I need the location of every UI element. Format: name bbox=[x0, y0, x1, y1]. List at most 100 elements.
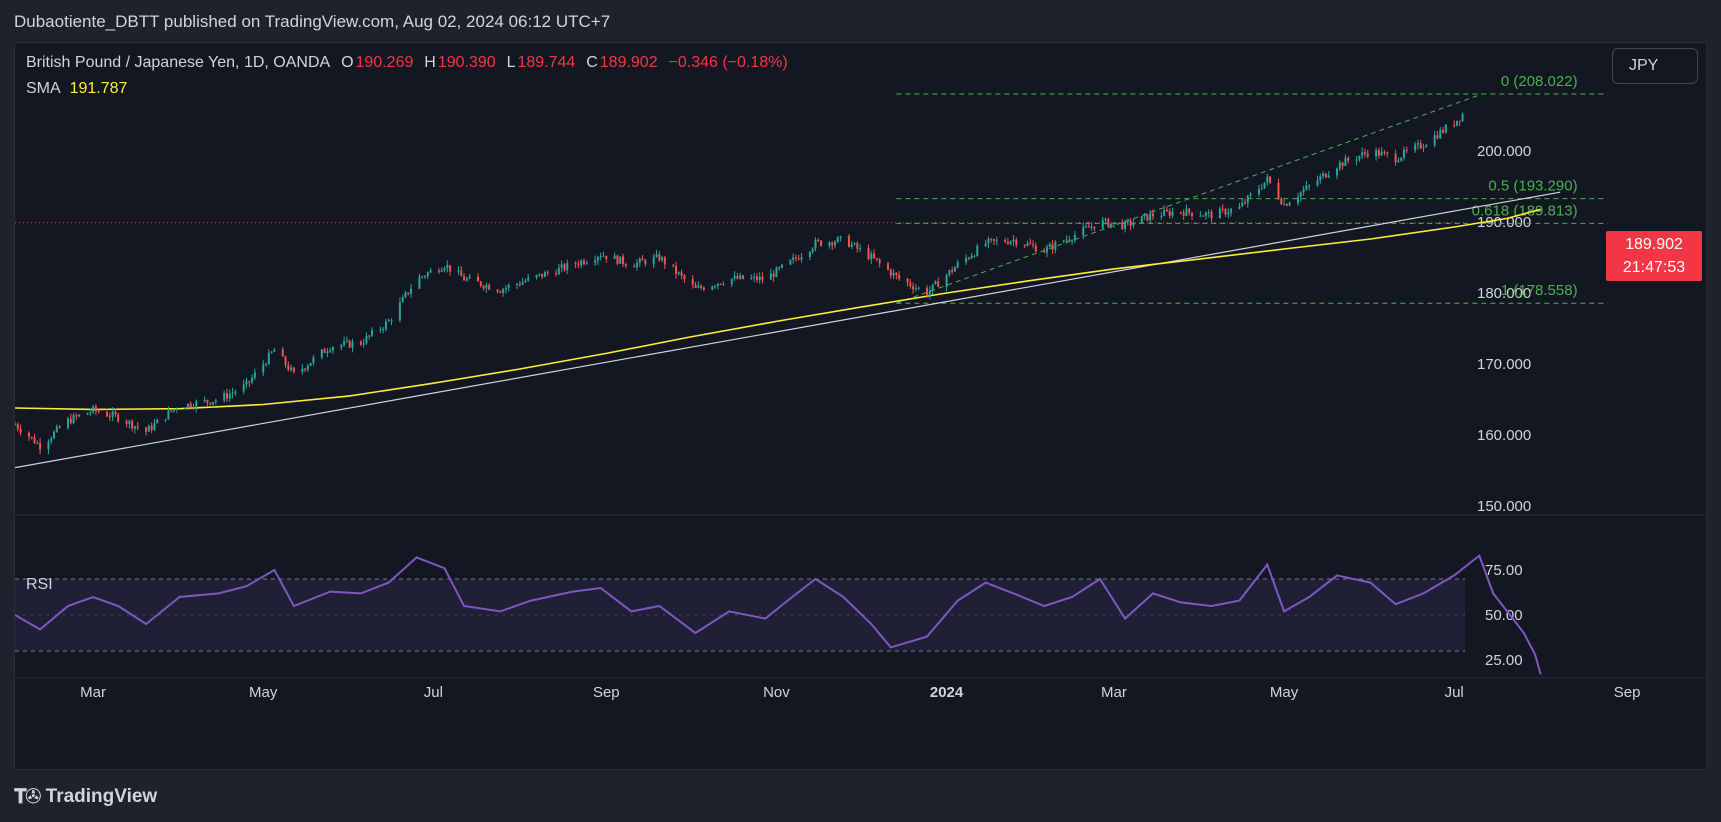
price-chart[interactable]: 150.000 160.000 170.000 180.000 190.000 200.0… bbox=[15, 43, 1708, 771]
candle-body bbox=[97, 410, 100, 413]
chart-panel[interactable]: 150.000 160.000 170.000 180.000 190.000 200.0… bbox=[14, 42, 1708, 771]
candle-body bbox=[967, 257, 970, 259]
candle-body bbox=[898, 275, 901, 279]
candle-body bbox=[847, 236, 850, 247]
candle-body bbox=[156, 419, 159, 424]
candle-body bbox=[1280, 198, 1283, 205]
candle-body bbox=[800, 257, 803, 260]
candle-body bbox=[677, 272, 680, 274]
candle-body bbox=[1140, 216, 1143, 223]
time-tick-label: 2024 bbox=[930, 684, 964, 701]
candle-body bbox=[212, 402, 215, 405]
candle-body bbox=[622, 256, 625, 265]
candle-body bbox=[418, 276, 421, 289]
candle-body bbox=[1422, 147, 1425, 149]
candle-body bbox=[736, 275, 739, 279]
candle-body bbox=[228, 393, 231, 399]
candle-body bbox=[1455, 120, 1458, 126]
candle-body bbox=[1302, 189, 1305, 193]
candle-body bbox=[1308, 185, 1311, 187]
candle-body bbox=[850, 244, 853, 247]
price-tick-label: 150.000 bbox=[1477, 498, 1531, 515]
candle-body bbox=[1015, 239, 1018, 245]
candle-body bbox=[599, 256, 602, 258]
candle-body bbox=[1143, 214, 1146, 217]
candle-body bbox=[658, 254, 661, 261]
candle-body bbox=[1402, 149, 1405, 158]
candle-body bbox=[47, 441, 50, 450]
candle-body bbox=[1071, 240, 1074, 242]
rsi-tick-label: 50.00 bbox=[1485, 607, 1523, 624]
candle-body bbox=[984, 243, 987, 246]
candle-body bbox=[186, 403, 189, 409]
rsi-label[interactable]: RSI bbox=[26, 576, 53, 593]
candle-body bbox=[524, 280, 527, 283]
candle-body bbox=[775, 267, 778, 277]
candle-body bbox=[231, 392, 234, 394]
candle-body bbox=[694, 284, 697, 288]
currency-button[interactable]: JPY bbox=[1612, 48, 1698, 84]
last-price-tag: 189.902 21:47:53 bbox=[1606, 231, 1702, 281]
tradingview-footer[interactable]: 𝐓✇ TradingView bbox=[14, 784, 157, 809]
candle-body bbox=[1400, 157, 1403, 161]
candle-body bbox=[496, 289, 499, 292]
candle-body bbox=[1249, 194, 1252, 196]
candle-body bbox=[577, 264, 580, 266]
candle-body bbox=[1171, 212, 1174, 216]
candle-body bbox=[1341, 162, 1344, 166]
candle-body bbox=[574, 263, 577, 265]
candle-body bbox=[281, 349, 284, 357]
candle-body bbox=[1358, 155, 1361, 160]
bar-countdown: 21:47:53 bbox=[1622, 259, 1686, 276]
candle-body bbox=[16, 424, 19, 429]
candle-body bbox=[1073, 234, 1076, 241]
candle-body bbox=[538, 273, 541, 275]
candle-body bbox=[516, 283, 519, 286]
candle-body bbox=[1124, 221, 1127, 230]
candle-body bbox=[1045, 246, 1048, 253]
candle-body bbox=[560, 264, 563, 268]
candle-body bbox=[853, 243, 856, 245]
candle-body bbox=[359, 341, 362, 345]
candle-body bbox=[753, 276, 756, 278]
candle-body bbox=[973, 255, 976, 257]
candle-body bbox=[1439, 130, 1442, 139]
candle-body bbox=[733, 275, 736, 279]
candle-body bbox=[1104, 218, 1107, 221]
candle-body bbox=[616, 255, 619, 264]
candle-body bbox=[672, 264, 675, 266]
candle-body bbox=[555, 273, 558, 275]
candle-body bbox=[1324, 173, 1327, 178]
symbol-title[interactable]: British Pound / Japanese Yen, 1D, OANDA bbox=[26, 54, 331, 71]
candle-body bbox=[1260, 188, 1263, 190]
candle-body bbox=[741, 275, 744, 279]
candle-body bbox=[1316, 180, 1319, 186]
candle-body bbox=[234, 391, 237, 393]
candle-body bbox=[1224, 209, 1227, 215]
candle-body bbox=[1082, 226, 1085, 235]
candle-body bbox=[1416, 143, 1419, 145]
candle-body bbox=[424, 276, 427, 278]
candle-body bbox=[527, 277, 530, 281]
candle-body bbox=[463, 276, 466, 281]
candle-body bbox=[1285, 204, 1288, 206]
candle-body bbox=[1227, 212, 1230, 215]
candle-body bbox=[1244, 202, 1247, 204]
candle-body bbox=[1132, 222, 1135, 226]
candle-body bbox=[390, 320, 393, 322]
candle-body bbox=[111, 411, 114, 417]
time-tick-label: Sep bbox=[593, 684, 620, 701]
candle-body bbox=[995, 240, 998, 242]
candle-body bbox=[914, 288, 917, 290]
candle-body bbox=[265, 364, 268, 366]
candle-body bbox=[772, 273, 775, 277]
sma-legend[interactable]: SMA 191.787 bbox=[26, 80, 127, 98]
candle-body bbox=[761, 276, 764, 280]
candle-body bbox=[722, 284, 725, 286]
candle-body bbox=[1336, 168, 1339, 176]
candle-body bbox=[1299, 192, 1302, 198]
candle-body bbox=[108, 416, 111, 418]
candle-body bbox=[602, 255, 605, 257]
candle-body bbox=[1444, 124, 1447, 133]
candle-body bbox=[1241, 202, 1244, 207]
